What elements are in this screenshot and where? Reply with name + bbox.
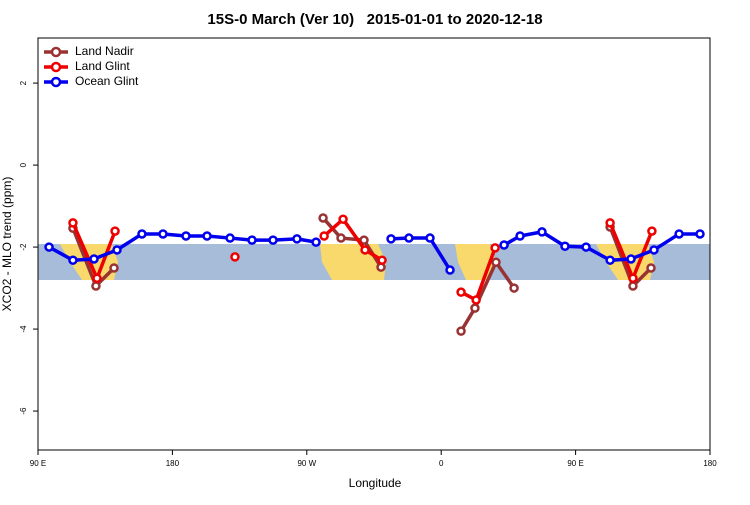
- point: [695, 229, 705, 239]
- legend-marker: [50, 61, 62, 73]
- point: [158, 229, 168, 239]
- plot-frame: [37, 37, 711, 451]
- point: [560, 241, 570, 252]
- point: [404, 233, 414, 243]
- legend-marker: [50, 76, 62, 88]
- x-tick-label: 180: [703, 459, 717, 468]
- point: [470, 303, 480, 313]
- point: [456, 326, 466, 336]
- y-tick-label: -2: [19, 243, 28, 251]
- point: [499, 240, 509, 250]
- legend-label: Ocean Glint: [75, 74, 139, 88]
- point: [292, 234, 302, 244]
- point: [628, 273, 638, 283]
- point: [181, 231, 191, 241]
- x-tick-label: 90 E: [567, 459, 583, 468]
- point: [268, 235, 278, 245]
- y-tick-label: -4: [19, 325, 28, 333]
- point: [491, 257, 501, 267]
- point: [425, 233, 435, 243]
- point: [91, 281, 101, 291]
- point: [112, 245, 122, 255]
- point: [359, 235, 369, 245]
- point: [311, 237, 321, 247]
- point: [68, 218, 78, 228]
- point: [137, 229, 147, 239]
- point: [649, 245, 659, 255]
- point: [338, 214, 348, 224]
- y-tick-label: -6: [19, 407, 28, 415]
- point: [89, 254, 99, 264]
- point: [509, 283, 519, 293]
- point: [109, 263, 119, 273]
- x-tick-label: 90 E: [30, 459, 46, 468]
- point: [490, 243, 500, 253]
- point: [377, 255, 387, 265]
- x-axis-label: Longitude: [349, 476, 402, 490]
- x-tick-label: 90 W: [297, 459, 316, 468]
- point: [674, 229, 684, 239]
- point: [445, 265, 455, 275]
- point: [626, 254, 636, 264]
- x-tick-label: 180: [166, 459, 180, 468]
- point: [647, 226, 657, 236]
- point: [92, 273, 102, 283]
- point: [318, 213, 328, 223]
- point: [336, 233, 346, 243]
- point: [230, 252, 240, 262]
- point: [247, 235, 257, 245]
- point: [605, 218, 615, 228]
- point: [44, 242, 54, 252]
- point: [319, 231, 329, 241]
- point: [225, 233, 235, 243]
- point: [360, 245, 370, 255]
- legend-label: Land Glint: [75, 59, 130, 73]
- x-tick-label: 0: [439, 459, 444, 468]
- point: [581, 242, 591, 252]
- point: [646, 263, 656, 273]
- y-tick-label: 0: [19, 162, 28, 167]
- point: [68, 255, 78, 265]
- y-axis-label: XCO2 - MLO trend (ppm): [0, 177, 14, 312]
- point: [515, 231, 525, 241]
- point: [202, 231, 212, 241]
- point: [456, 287, 466, 297]
- point: [386, 234, 396, 244]
- y-tick-label: 2: [19, 80, 28, 85]
- point: [471, 295, 481, 305]
- legend-marker: [50, 46, 62, 58]
- point: [537, 227, 547, 237]
- chart-title: 15S-0 March (Ver 10) 2015-01-01 to 2020-…: [207, 11, 542, 28]
- point: [110, 226, 120, 236]
- point: [605, 255, 615, 265]
- legend-label: Land Nadir: [75, 44, 134, 58]
- point: [628, 281, 638, 291]
